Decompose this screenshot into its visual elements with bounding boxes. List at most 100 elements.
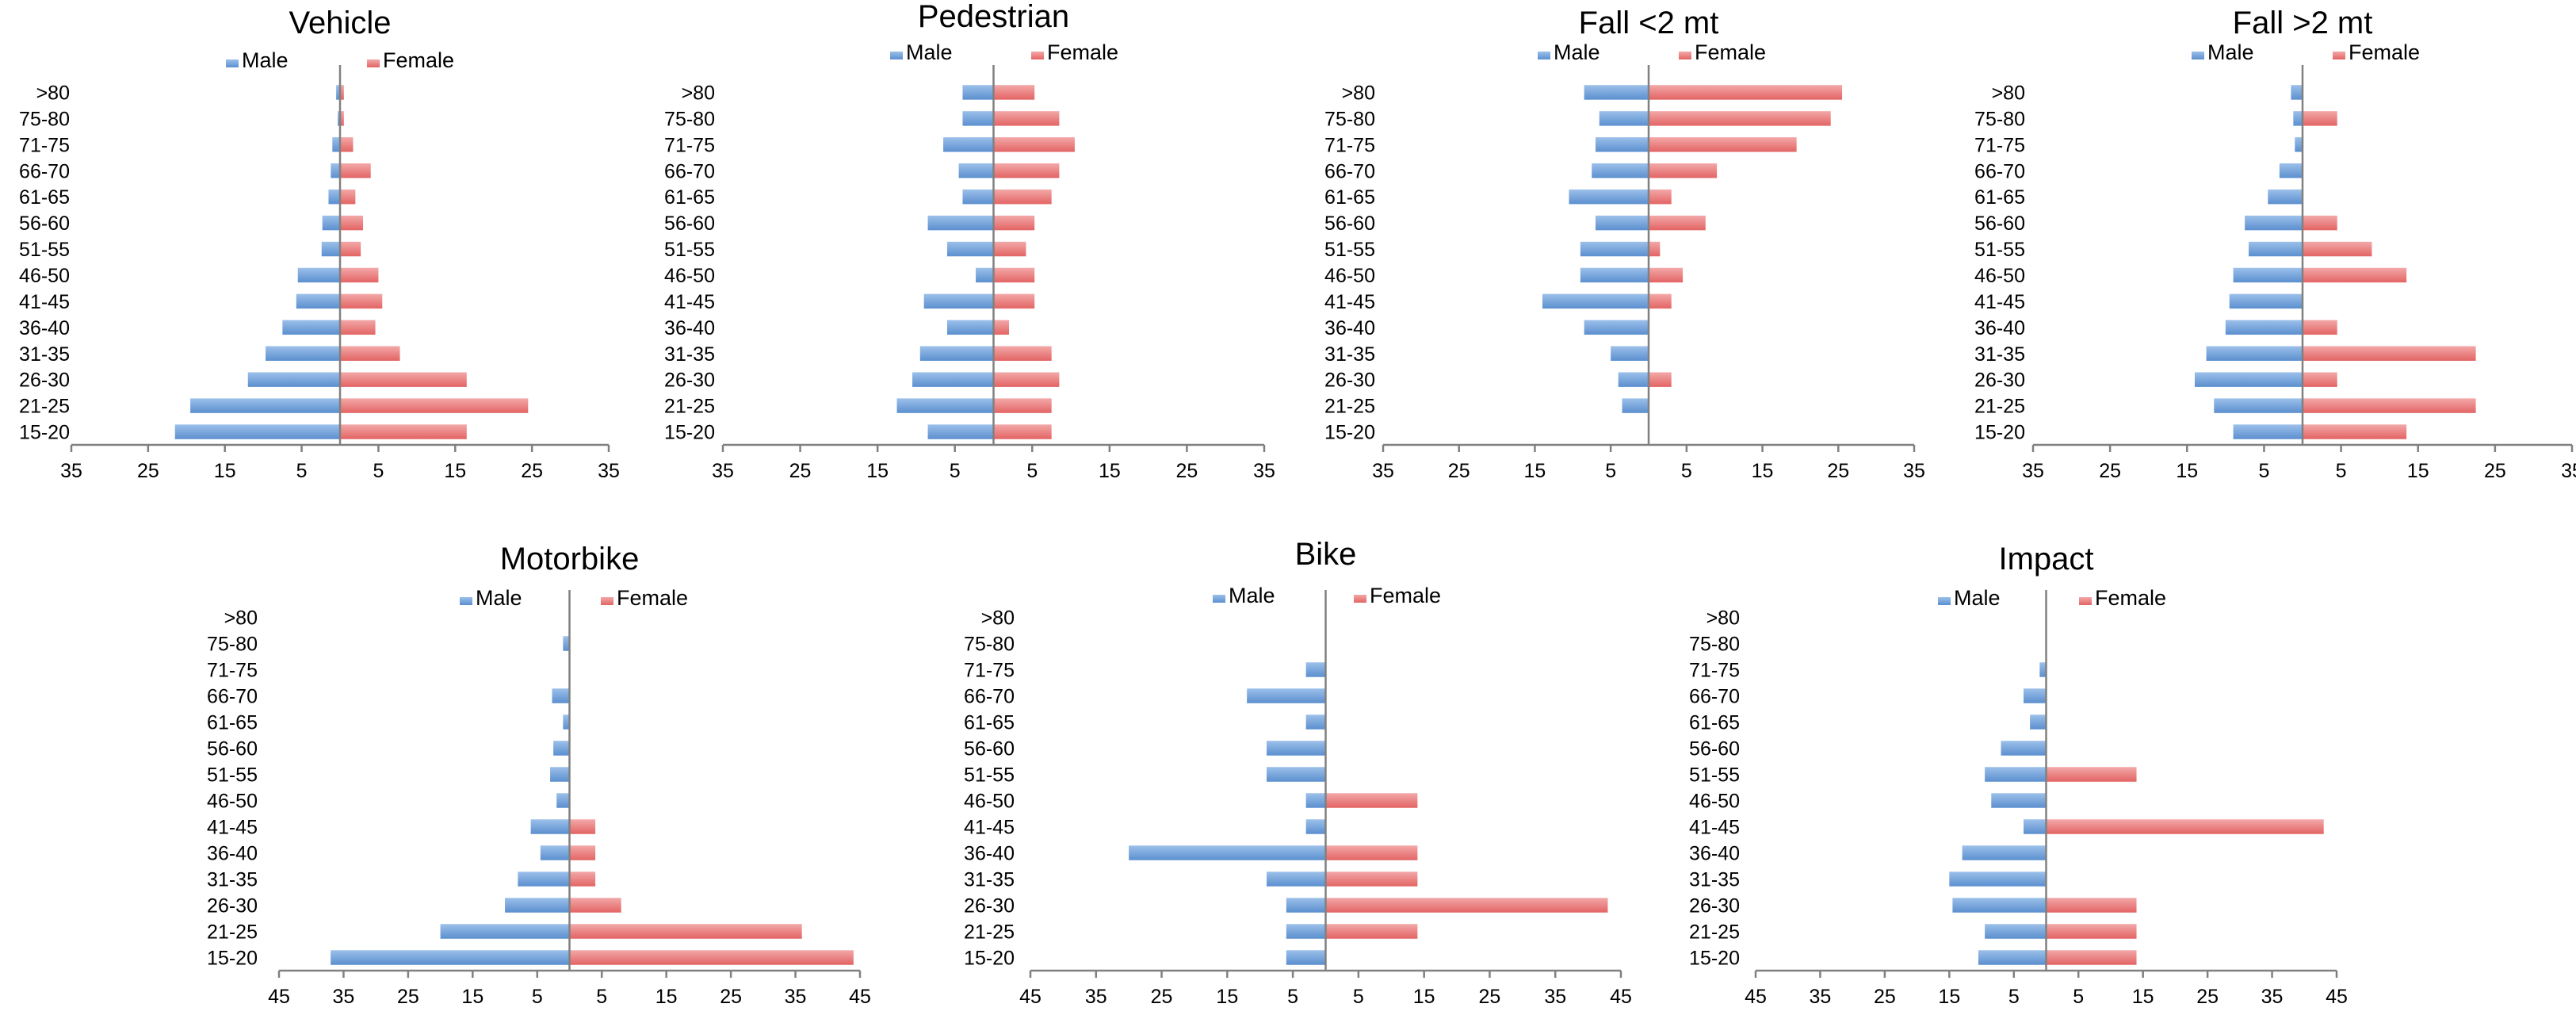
bar-male [2249,241,2303,257]
bar-male [2295,137,2303,152]
legend-label-male: Male [1229,584,1275,607]
x-tick-label: 35 [1253,460,1275,482]
category-label: 46-50 [19,265,70,287]
bar-male [927,424,994,439]
x-tick-label: 35 [333,986,355,1008]
category-label: 56-60 [664,213,715,235]
category-label: 15-20 [19,422,70,444]
bar-female [340,346,400,361]
category-label: 71-75 [19,134,70,156]
x-tick-label: 25 [1479,986,1501,1008]
bar-male [332,137,340,152]
bar-female [1649,137,1797,152]
bar-female [340,85,344,100]
bar-male [1305,793,1326,808]
bar-female [569,819,596,834]
bar-female [340,267,379,283]
bar-female [993,241,1026,257]
bar-male [2233,424,2303,439]
bar-male [1985,924,2047,939]
category-label: 46-50 [1974,265,2025,287]
legend-swatch-female [1031,52,1044,59]
category-label: 21-25 [19,396,70,418]
bar-female [993,398,1052,413]
bar-male [1596,215,1649,231]
x-tick-label: 35 [712,460,734,482]
x-tick-label: 15 [1216,986,1238,1008]
bar-female [1649,163,1718,178]
bar-female [993,111,1060,126]
bar-male [2039,662,2047,677]
chart-title: Impact [1998,542,2093,577]
category-label: 61-65 [664,186,715,209]
x-tick-label: 15 [1524,460,1546,482]
category-label: 75-80 [1974,108,2025,130]
legend-swatch-male [890,52,903,59]
bar-male [563,636,570,651]
category-label: >80 [682,82,715,104]
bar-male [2293,111,2303,126]
bar-male [912,372,994,387]
x-tick-label: 25 [137,460,159,482]
bar-female [340,111,344,126]
chart-panel: Pedestrian Male Female >80 75-80 71-75 66-70 61… [664,0,1275,482]
bar-female [2303,267,2407,283]
chart-panel: Bike Male Female >80 75-80 71-75 66-70 61-65 56-… [964,537,1632,1008]
bar-female [993,267,1035,283]
bar-female [340,215,364,231]
category-label: 66-70 [19,160,70,182]
bar-female [2046,767,2137,782]
bar-male [1129,845,1326,860]
category-label: 15-20 [1689,948,1740,970]
category-label: 56-60 [1974,213,2025,235]
x-tick-label: 15 [2407,460,2429,482]
bar-male [927,215,994,231]
bar-male [1949,872,2047,887]
bar-male [1962,845,2047,860]
category-label: 66-70 [1689,686,1740,708]
legend-swatch-male [226,59,239,67]
category-label: 61-65 [19,186,70,209]
bar-female [1649,372,1672,387]
category-label: 21-25 [1974,396,2025,418]
bar-male [919,346,994,361]
category-label: 71-75 [207,660,258,682]
category-label: 51-55 [1324,239,1375,261]
x-tick-label: 35 [1372,460,1394,482]
category-label: 21-25 [1324,396,1375,418]
legend-label-male: Male [906,40,953,64]
bar-male [2233,267,2303,283]
bar-male [1305,819,1326,834]
category-label: 71-75 [1689,660,1740,682]
bar-female [2046,924,2137,939]
category-label: 61-65 [1689,712,1740,734]
bar-male [1286,924,1326,939]
x-tick-label: 15 [1938,986,1960,1008]
bar-male [1305,714,1326,730]
bar-female [993,372,1060,387]
bar-male [1286,950,1326,965]
chart-legend: Male Female [2192,40,2420,64]
legend-label-female: Female [1695,40,1766,64]
bar-male [1978,950,2047,965]
x-tick-label: 5 [296,460,308,482]
category-label: 51-55 [207,764,258,787]
category-label: 36-40 [1974,317,2025,339]
category-label: 66-70 [664,160,715,182]
bar-male [1584,320,1649,335]
bar-female [2303,372,2337,387]
legend-label-female: Female [617,586,688,610]
category-label: >80 [36,82,70,104]
x-tick-label: 15 [1752,460,1774,482]
bar-male [1569,189,1649,205]
bar-male [553,741,570,756]
x-tick-label: 45 [1745,986,1767,1008]
legend-swatch-female [2333,52,2345,59]
x-tick-label: 25 [1151,986,1173,1008]
category-label: 15-20 [207,948,258,970]
bar-female [993,293,1035,309]
x-tick-label: 5 [2073,986,2084,1008]
x-tick-label: 5 [532,986,543,1008]
bar-female [993,137,1075,152]
